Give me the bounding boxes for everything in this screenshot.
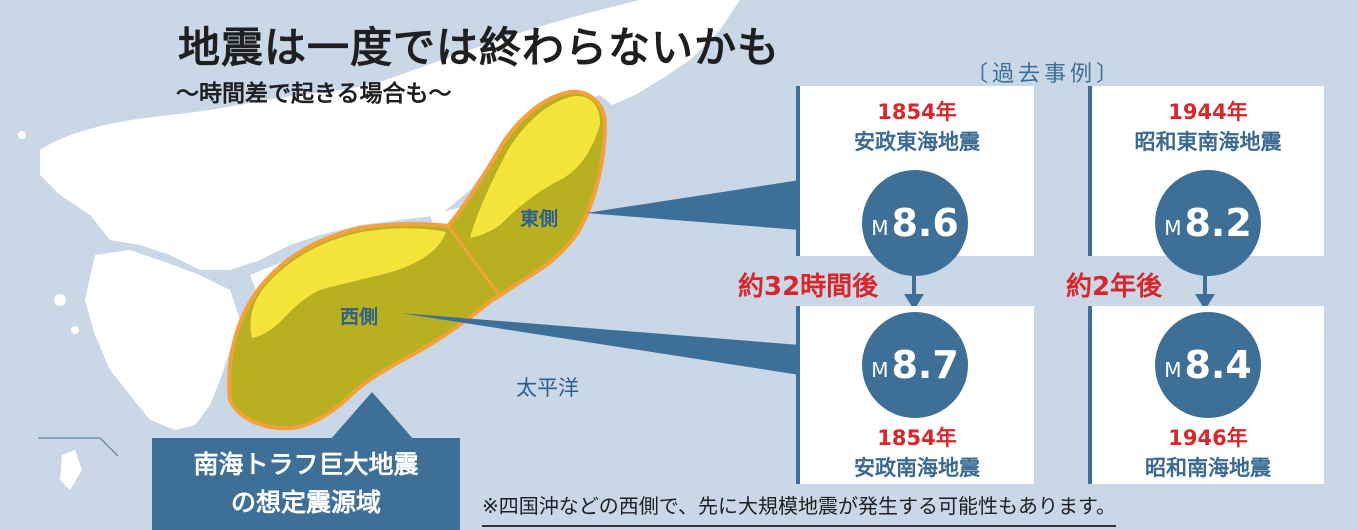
case1-first-year: 1854年 (877, 100, 957, 124)
case1-second-magnitude: M 8.7 (862, 312, 968, 418)
source-zone-label-line2: の想定震源域 (230, 488, 381, 517)
magnitude-value: 8.7 (891, 343, 959, 387)
case2-interval: 約2年後 (1066, 272, 1163, 302)
okinawa-island (60, 450, 82, 490)
magnitude-prefix: M (1164, 358, 1182, 382)
pointer-zone-box (330, 392, 414, 440)
page-subtitle: ～時間差で起きる場合も～ (176, 81, 452, 107)
magnitude-value: 8.2 (1184, 201, 1252, 245)
case2-first-year: 1944年 (1168, 100, 1248, 124)
zone-divider (446, 225, 502, 297)
pointer-east (586, 180, 800, 230)
page-title: 地震は一度では終わらないかも (178, 23, 781, 72)
island-dot (18, 131, 26, 139)
east-label: 東側 (520, 208, 559, 230)
magnitude-value: 8.6 (891, 201, 959, 245)
case2-second-name: 昭和南海地震 (1145, 456, 1271, 480)
case1-second-card: M 8.7 1854年 安政南海地震 (796, 306, 1034, 484)
case2-first-card: 1944年 昭和東南海地震 M 8.2 (1088, 86, 1324, 276)
ocean-label: 太平洋 (516, 376, 579, 400)
source-zone-label-line1: 南海トラフ巨大地震 (193, 450, 419, 479)
case1-first-card: 1854年 安政東海地震 M 8.6 (796, 86, 1034, 276)
magnitude-prefix: M (871, 358, 889, 382)
magnitude-prefix: M (1164, 216, 1182, 240)
zone-coast-west (250, 228, 446, 338)
case2-second-card: M 8.4 1946年 昭和南海地震 (1088, 306, 1324, 484)
inset-frame (38, 437, 119, 457)
arrow-head-case1 (904, 294, 924, 310)
case2-second-year: 1946年 (1168, 426, 1248, 450)
island-dot (71, 326, 79, 334)
case1-second-name: 安政南海地震 (854, 456, 980, 480)
source-zone-label: 南海トラフ巨大地震 の想定震源域 (152, 438, 460, 530)
case1-first-name: 安政東海地震 (854, 130, 980, 154)
case1-first-magnitude: M 8.6 (862, 170, 968, 276)
pointer-west (400, 313, 800, 375)
magnitude-value: 8.4 (1184, 343, 1252, 387)
footnote: ※四国沖などの西側で、先に大規模地震が発生する可能性もあります。 (482, 490, 1116, 527)
past-cases-label: 〔過去事例〕 (966, 62, 1123, 87)
case2-second-magnitude: M 8.4 (1155, 312, 1261, 418)
magnitude-prefix: M (871, 216, 889, 240)
zone-coast-east (470, 95, 601, 239)
case1-interval: 約32時間後 (738, 272, 879, 302)
west-label: 西側 (340, 306, 379, 328)
land-honshu (40, 0, 740, 270)
island-dot (54, 294, 66, 306)
case2-first-name: 昭和東南海地震 (1134, 130, 1282, 154)
land-kyushu (85, 250, 240, 430)
arrow-head-case2 (1195, 294, 1215, 310)
case2-first-magnitude: M 8.2 (1155, 170, 1261, 276)
case1-second-year: 1854年 (877, 426, 957, 450)
